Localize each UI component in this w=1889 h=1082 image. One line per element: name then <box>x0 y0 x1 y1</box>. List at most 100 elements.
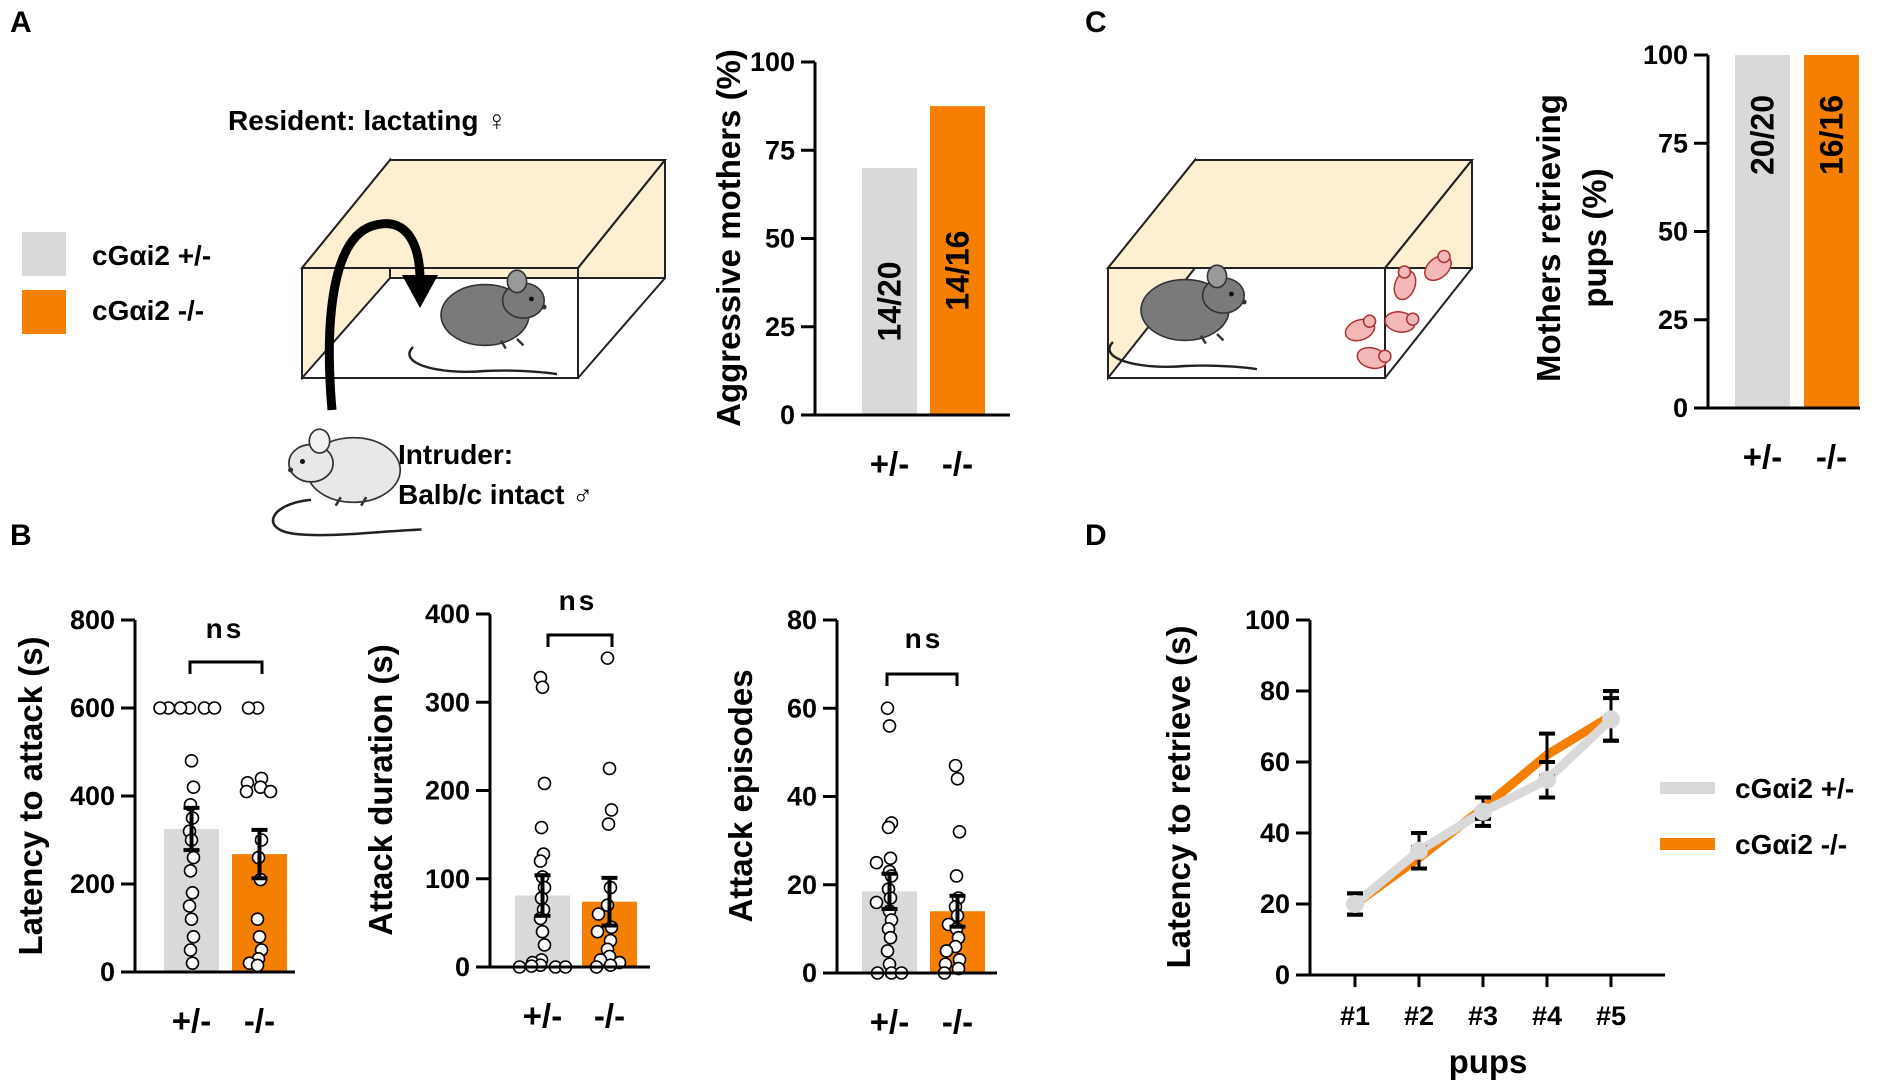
pup-icon <box>1382 307 1421 336</box>
x-tick-label: +/- <box>870 445 909 482</box>
data-point <box>534 820 549 835</box>
legend-group-a: cGαi2 +/- cGαi2 -/- <box>22 232 211 334</box>
data-point <box>939 944 954 958</box>
panel-label-c: C <box>1085 6 1107 39</box>
y-tick-label: 100 <box>1245 605 1290 635</box>
chart-attack-episodes: 0 20 40 60 80 +/- -/- Attack episodes ns <box>722 605 997 1040</box>
y-tick-label: 60 <box>1260 747 1290 777</box>
x-tick-label: -/- <box>594 997 625 1034</box>
x-tick-label: #3 <box>1468 1001 1498 1031</box>
data-point <box>173 701 188 715</box>
legend-swatch-ko <box>22 290 66 334</box>
y-axis-title: pups (%) <box>1576 168 1613 307</box>
y-tick-label: 300 <box>425 687 470 717</box>
data-point <box>590 924 605 939</box>
y-tick-label: 40 <box>1260 818 1290 848</box>
resident-label: Resident: lactating ♀ <box>228 105 507 136</box>
data-point <box>601 817 616 831</box>
y-tick-label: 60 <box>787 693 817 723</box>
significance-label: ns <box>905 623 944 654</box>
y-tick-label: 20 <box>1260 889 1290 919</box>
legend-label-ko: cGαi2 -/- <box>92 295 204 326</box>
data-point <box>1474 802 1492 821</box>
data-point <box>869 895 884 910</box>
x-tick-label: +/- <box>172 1002 211 1039</box>
x-tick-label: #4 <box>1532 1001 1562 1031</box>
bar-data-label: 14/20 <box>872 261 908 341</box>
bar-data-label: 20/20 <box>1745 95 1781 175</box>
chart-attack-duration: 0 100 200 300 400 +/- -/- Attack duration (s) ns <box>362 585 650 1034</box>
y-tick-label: 50 <box>765 224 795 254</box>
y-tick-label: 0 <box>1673 393 1688 423</box>
y-axis-title: Attack episodes <box>722 669 759 922</box>
data-point <box>949 869 964 883</box>
y-tick-label: 25 <box>765 312 795 342</box>
data-point <box>948 758 963 773</box>
y-tick-label: 400 <box>70 781 115 811</box>
y-axis-title: Attack duration (s) <box>362 644 399 936</box>
data-point <box>881 820 896 835</box>
chart-latency-to-attack: 0 200 400 600 800 +/- -/- Latency to attack (s)… <box>12 605 295 1039</box>
panel-label-d: D <box>1085 519 1107 552</box>
panel-label-b: B <box>10 519 32 552</box>
x-tick-label: +/- <box>1743 438 1782 475</box>
bar-ko <box>1804 55 1859 408</box>
data-point <box>952 824 967 839</box>
data-point <box>263 784 278 799</box>
pup-icon <box>1388 263 1422 304</box>
x-tick-label: #1 <box>1340 1001 1370 1031</box>
data-point <box>535 680 550 695</box>
bar-data-label: 14/16 <box>940 231 976 311</box>
data-point <box>186 780 201 795</box>
scheme-a: Resident: lactating ♀ Intruder: Balb/c i… <box>228 105 668 537</box>
significance-label: ns <box>559 585 598 616</box>
pup-icon <box>1341 312 1382 346</box>
y-tick-label: 80 <box>787 605 817 635</box>
data-point <box>603 958 618 973</box>
x-tick-label: #5 <box>1596 1001 1626 1031</box>
bar-het <box>862 167 917 415</box>
significance-bracket <box>188 660 264 674</box>
data-point <box>250 958 265 973</box>
y-tick-label: 100 <box>425 864 470 894</box>
significance-bracket <box>885 672 959 686</box>
x-tick-label: -/- <box>942 1003 973 1040</box>
y-tick-label: 75 <box>765 135 795 165</box>
data-point <box>880 944 895 958</box>
data-point <box>883 930 898 945</box>
y-tick-label: 0 <box>802 958 817 988</box>
data-point <box>535 924 550 939</box>
data-point <box>882 719 897 733</box>
intrusion-arrow-icon <box>324 219 425 411</box>
y-tick-label: 0 <box>780 400 795 430</box>
data-point <box>591 907 606 921</box>
scheme-c <box>1105 157 1475 381</box>
data-point <box>250 912 265 927</box>
y-tick-label: 40 <box>787 782 817 812</box>
intruder-label-line2: Balb/c intact ♂ <box>398 479 593 510</box>
data-point <box>537 938 552 952</box>
y-tick-label: 200 <box>70 869 115 899</box>
y-tick-label: 100 <box>750 47 795 77</box>
y-tick-label: 100 <box>1643 40 1688 70</box>
y-tick-label: 50 <box>1658 217 1688 247</box>
data-point <box>869 855 884 870</box>
y-axis-title: Latency to attack (s) <box>12 636 49 955</box>
x-tick-label: +/- <box>870 1003 909 1040</box>
data-point <box>184 753 199 768</box>
data-point <box>1346 895 1364 913</box>
y-tick-label: 200 <box>425 776 470 806</box>
data-point <box>1602 710 1620 729</box>
x-tick-label: -/- <box>244 1002 275 1039</box>
data-point <box>207 701 222 715</box>
chart-latency-to-retrieve: 0 20 40 60 80 100 #1 #2 #3 #4 #5 pups Latency to ret… <box>1160 605 1854 1080</box>
panel-label-a: A <box>10 6 32 39</box>
x-tick-label: +/- <box>523 997 562 1034</box>
y-tick-label: 0 <box>100 957 115 987</box>
y-axis-title: Latency to retrieve (s) <box>1160 626 1197 969</box>
x-tick-label: -/- <box>1816 438 1847 475</box>
y-tick-label: 20 <box>787 870 817 900</box>
y-axis-title: Mothers retrieving <box>1530 94 1567 382</box>
data-point <box>185 885 200 900</box>
